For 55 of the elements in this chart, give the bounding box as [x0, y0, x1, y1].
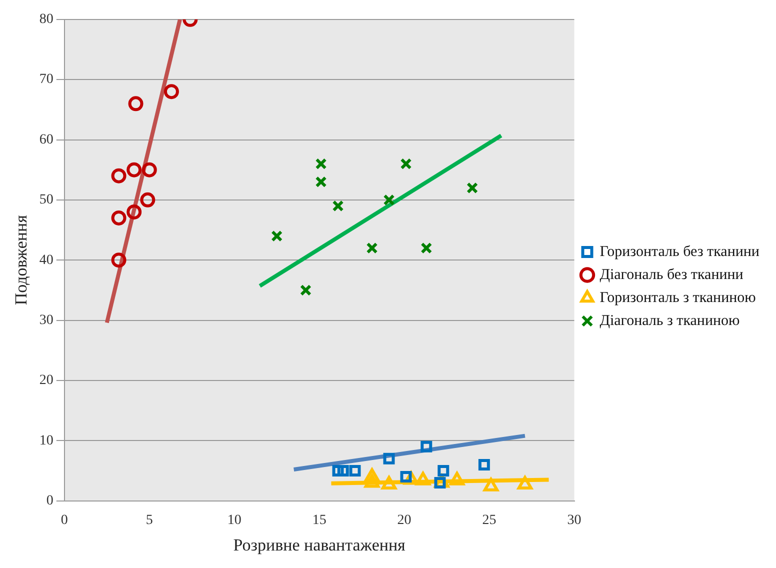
point: [483, 478, 499, 492]
point: [400, 158, 412, 170]
point: [517, 476, 533, 490]
x-tick-label: 25: [482, 512, 496, 528]
y-tick-label: 50: [39, 192, 54, 208]
point: [364, 468, 380, 482]
point: [332, 200, 344, 212]
y-tick-label: 10: [39, 433, 54, 448]
point: [128, 96, 144, 112]
x-tick-label: 5: [146, 512, 153, 528]
x-tick-label: 20: [397, 512, 412, 528]
point: [420, 440, 432, 452]
x-axis-title: Розривне навантаження: [233, 535, 406, 554]
point: [449, 472, 465, 486]
legend-label: Горизонталь без тканини: [600, 244, 760, 260]
point: [315, 176, 327, 188]
point: [381, 476, 397, 490]
x-tick-label: 0: [60, 512, 68, 528]
y-tick-label: 30: [39, 312, 54, 328]
y-axis-title: Подовження: [12, 214, 31, 306]
point: [142, 162, 157, 178]
point: [332, 464, 344, 476]
y-tick-label: 80: [39, 12, 54, 28]
point: [438, 464, 450, 476]
point: [111, 210, 126, 226]
point: [366, 242, 378, 254]
point: [415, 472, 431, 486]
point: [271, 230, 283, 242]
y-tick-label: 20: [39, 373, 54, 388]
point: [140, 192, 156, 208]
y-tick-label: 0: [46, 493, 54, 508]
point: [126, 162, 142, 178]
x-tick-label: 15: [312, 512, 326, 528]
point: [478, 458, 490, 470]
point: [315, 158, 327, 170]
x-tick-label: 10: [227, 512, 242, 528]
point: [126, 204, 142, 220]
y-tick-label: 60: [39, 132, 54, 148]
point: [420, 242, 432, 254]
point: [300, 284, 312, 296]
point: [337, 464, 349, 476]
point: [364, 474, 380, 488]
y-tick-label: 40: [39, 252, 54, 268]
point: [111, 252, 126, 268]
point: [111, 168, 126, 184]
legend-label: Горизонталь з тканиною: [600, 290, 756, 306]
point: [383, 194, 395, 206]
legend-label: Діагональ з тканиною: [600, 312, 740, 329]
point: [383, 452, 395, 464]
point: [349, 464, 361, 476]
y-tick-label: 70: [39, 72, 54, 88]
legend-label: Діагональ без тканини: [600, 266, 744, 283]
point: [466, 182, 478, 194]
point: [164, 84, 179, 100]
x-tick-label: 30: [567, 512, 582, 528]
